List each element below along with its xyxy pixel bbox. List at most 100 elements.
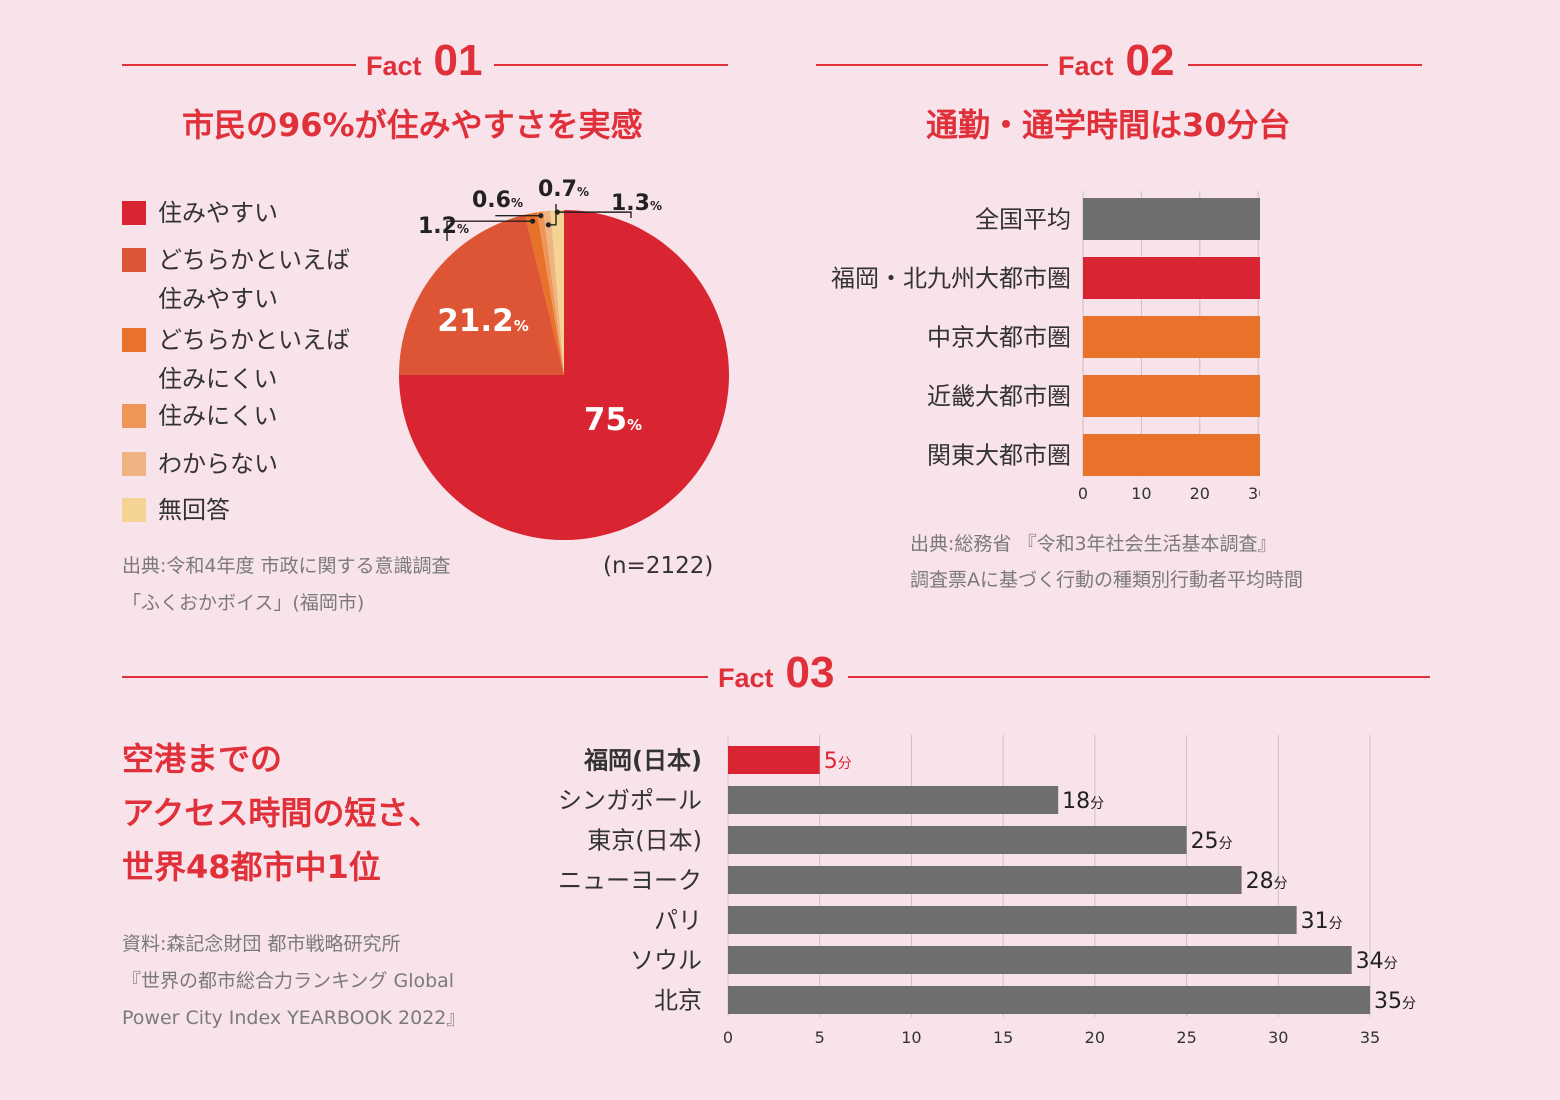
pie-chart: 75%21.2%1.2%0.6%0.7% 1.3% — [399, 177, 729, 540]
fact1-label-num: 01 — [433, 36, 483, 85]
category-label: シンガポール — [558, 787, 702, 815]
pie-slice — [550, 210, 564, 375]
x-tick-label: 25 — [1176, 1028, 1196, 1047]
bar — [728, 786, 1059, 814]
pie-leader-dot — [538, 213, 544, 219]
bar — [728, 946, 1352, 974]
fact3-rule-left — [122, 676, 708, 678]
pie-leader-dot — [530, 218, 536, 224]
x-tick-label: 30 — [1268, 1028, 1288, 1047]
x-tick-label: 0 — [723, 1028, 733, 1047]
fact1-source-line1: 出典:令和4年度 市政に関する意識調査 — [122, 555, 451, 577]
legend-label: 住みにくい — [158, 402, 278, 430]
category-label: 東京(日本) — [587, 827, 702, 855]
commute-bar-chart: 01020304050全国平均41分福岡・北九州大都市圏36分中京大都市圏40分… — [831, 191, 1260, 503]
fact1-source-line2: 「ふくおかボイス」(福岡市) — [122, 592, 365, 614]
category-label: 近畿大都市圏 — [927, 383, 1071, 411]
bar-value-label: 18分 — [1062, 789, 1104, 814]
fact2-headline: 通勤・通学時間は30分台 — [926, 106, 1291, 144]
bar — [1083, 257, 1260, 299]
x-tick-label: 0 — [1078, 484, 1088, 503]
bar — [1083, 434, 1260, 476]
category-label: 中京大都市圏 — [927, 324, 1071, 352]
fact3-label-word: Fact — [718, 663, 774, 693]
category-label: 関東大都市圏 — [927, 442, 1071, 470]
pie-slice — [399, 214, 564, 375]
bar — [728, 826, 1187, 854]
x-tick-label: 20 — [1190, 484, 1210, 503]
legend-label: 住みにくい — [158, 365, 278, 393]
fact2-source-line2: 調査票Aに基づく行動の種類別行動者平均時間 — [910, 569, 1303, 591]
bar-value-label: 28分 — [1246, 869, 1288, 894]
category-label: 全国平均 — [975, 206, 1071, 234]
pie-leader-line — [446, 220, 533, 241]
bar — [728, 906, 1297, 934]
fact3-headline-line2: アクセス時間の短さ、 — [122, 794, 441, 832]
pie-leader-line — [495, 214, 541, 217]
fact2-label-word: Fact — [1058, 51, 1114, 81]
x-tick-label: 30 — [1248, 484, 1260, 503]
pie-leader-dot — [545, 222, 551, 228]
x-tick-label: 5 — [815, 1028, 825, 1047]
category-label: ソウル — [630, 947, 702, 975]
pie-data-label: 0.7% — [538, 177, 589, 202]
pie-slice — [524, 212, 564, 375]
fact1-rule-left — [122, 64, 356, 66]
fact3-headline-line1: 空港までの — [122, 740, 283, 778]
fact3-source-line1: 資料:森記念財団 都市戦略研究所 — [122, 933, 401, 955]
fact2-rule-right — [1188, 64, 1422, 66]
category-label: ニューヨーク — [558, 867, 702, 895]
bar-value-label: 5分 — [824, 749, 852, 774]
bar — [728, 986, 1370, 1014]
legend-label: 無回答 — [158, 496, 230, 524]
fact3-label: Fact 03 — [718, 648, 834, 698]
category-label: パリ — [654, 907, 702, 935]
legend-swatch — [122, 248, 146, 272]
legend-swatch — [122, 452, 146, 476]
fact3-headline-line3: 世界48都市中1位 — [122, 848, 381, 886]
pie-data-label: 21.2% — [437, 303, 529, 339]
bar — [1083, 316, 1260, 358]
legend-label: わからない — [158, 450, 278, 478]
x-tick-label: 35 — [1360, 1028, 1380, 1047]
pie-slice — [543, 210, 564, 375]
category-label: 福岡・北九州大都市圏 — [831, 265, 1071, 293]
bar-value-label: 34分 — [1356, 949, 1398, 974]
fact1-sample-size: (n=2122) — [603, 553, 714, 579]
pie-leader-dot — [554, 209, 560, 215]
legend-swatch — [122, 404, 146, 428]
legend-label: どちらかといえば — [158, 326, 350, 354]
pie-data-label: 1.2% — [418, 214, 469, 239]
bar — [728, 866, 1242, 894]
bar-value-label: 35分 — [1374, 989, 1416, 1014]
pie-data-label: 0.6% — [472, 188, 523, 213]
legend-label: どちらかといえば — [158, 246, 350, 274]
pie-slice — [537, 211, 564, 375]
fact3-label-num: 03 — [785, 648, 835, 697]
category-label: 北京 — [654, 987, 702, 1015]
fact2-source-line1: 出典:総務省 『令和3年社会生活基本調査』 — [910, 533, 1277, 555]
x-tick-label: 10 — [1131, 484, 1151, 503]
bar-value-label: 31分 — [1301, 909, 1343, 934]
bar — [1083, 375, 1260, 417]
pie-data-label: 75% — [584, 402, 642, 438]
fact3-source-line2: 『世界の都市総合力ランキング Global — [122, 970, 455, 992]
legend-swatch — [122, 498, 146, 522]
fact1-label: Fact 01 — [366, 36, 482, 86]
fact2-label-num: 02 — [1125, 36, 1175, 85]
legend-swatch — [122, 201, 146, 225]
fact1-headline: 市民の96%が住みやすさを実感 — [182, 106, 643, 144]
legend-swatch — [122, 328, 146, 352]
legend-label: 住みやすい — [158, 199, 278, 227]
fact2-rule-left — [816, 64, 1048, 66]
category-label: 福岡(日本) — [583, 747, 702, 775]
fact1-label-word: Fact — [366, 51, 422, 81]
fact2-label: Fact 02 — [1058, 36, 1174, 86]
pie-leader-line — [557, 211, 632, 218]
fact3-source-line3: Power City Index YEARBOOK 2022』 — [122, 1007, 466, 1029]
x-tick-label: 20 — [1085, 1028, 1105, 1047]
bar — [728, 746, 820, 774]
legend-label: 住みやすい — [158, 285, 278, 313]
bar-value-label: 25分 — [1191, 829, 1233, 854]
